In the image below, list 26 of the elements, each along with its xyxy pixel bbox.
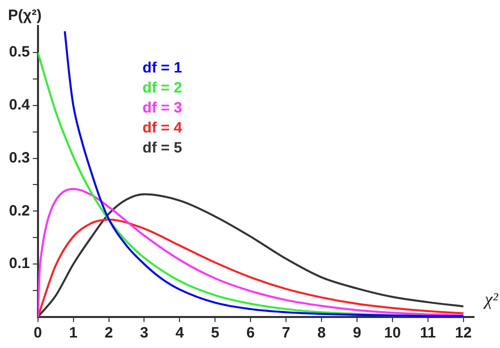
text: df = 3	[142, 100, 182, 117]
x-tick-label: 4	[176, 324, 185, 342]
x-axis-title: χ²	[482, 289, 499, 309]
y-tick-label: 0.4	[8, 96, 30, 114]
y-tick-label: 0.1	[8, 255, 30, 272]
x-tick-label: 9	[352, 324, 362, 342]
x-tick-label: 1	[69, 324, 78, 342]
y-tick-label: 0.2	[8, 202, 30, 220]
x-tick-label: 6	[246, 324, 255, 342]
x-tick-label: 12	[455, 324, 472, 342]
y-tick-label: 0.5	[8, 44, 30, 61]
text: df = 2	[142, 80, 182, 97]
line-series	[38, 218, 464, 317]
x-tick-label: 0	[34, 324, 42, 342]
x-tick-label: 5	[210, 324, 220, 342]
x-tick-label: 3	[140, 324, 148, 342]
x-tick-label: 8	[317, 324, 326, 342]
text: df = 5	[142, 140, 182, 157]
x-tick-label: 10	[384, 324, 401, 342]
x-tick-label: 11	[420, 324, 436, 342]
text: df = 4	[142, 120, 183, 137]
y-tick-label: 0.3	[8, 149, 30, 166]
chart-title: P(χ²)	[8, 7, 42, 24]
x-tick-label: 2	[104, 324, 113, 342]
text: df = 1	[142, 60, 182, 77]
x-tick-label: 7	[282, 324, 290, 342]
